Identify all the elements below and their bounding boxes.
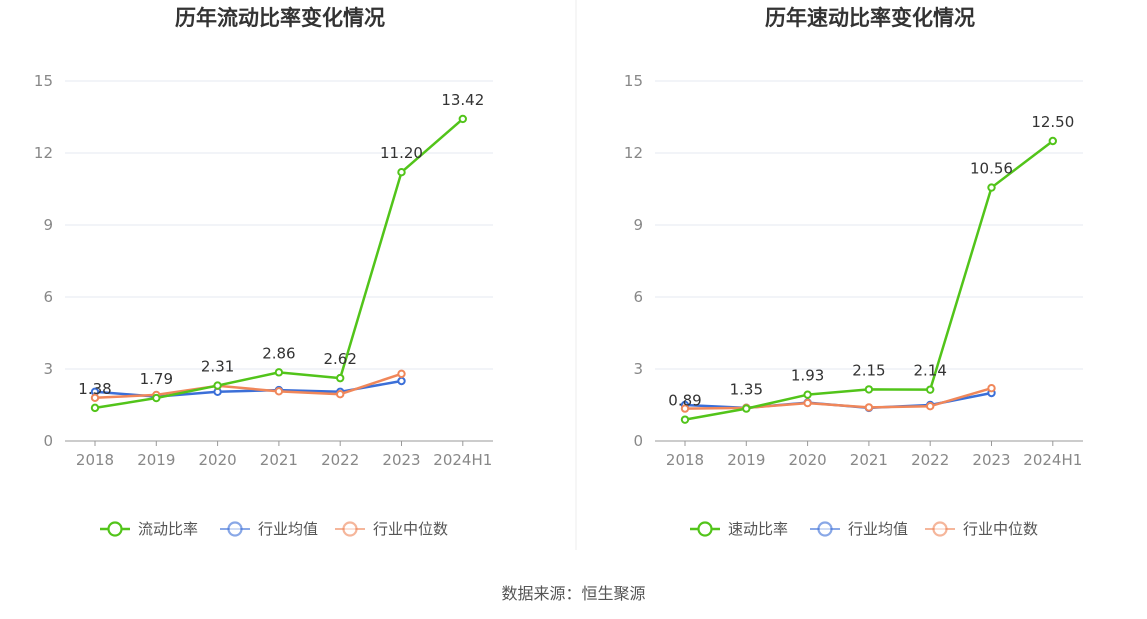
data-point [803,390,812,399]
x-tick-label: 2019 [727,451,765,469]
y-tick-label: 12 [34,144,53,162]
data-point [397,168,406,177]
data-label: 12.50 [1031,113,1074,131]
data-label: 1.38 [78,380,111,398]
data-point [397,376,406,386]
data-point [274,368,284,377]
data-label: 1.35 [730,381,763,399]
legend-marker [817,521,833,537]
data-point [680,404,690,413]
series-line [684,387,992,410]
data-point [680,415,690,424]
y-tick-label: 6 [633,288,643,306]
chart-title: 历年流动比率变化情况 [175,6,385,30]
x-tick-label: 2023 [972,451,1010,469]
legend-label: 流动比率 [138,520,198,538]
legend-item[interactable]: 行业均值 [220,520,318,538]
legend-marker [932,521,948,537]
y-tick-label: 9 [43,216,53,234]
data-point [274,387,284,396]
data-label: 2.14 [913,362,946,380]
legend-label: 行业均值 [848,520,908,538]
data-point [213,381,222,390]
y-tick-label: 0 [43,432,53,450]
series-line [94,372,402,400]
data-point [336,390,345,399]
legend-label: 行业中位数 [963,520,1038,538]
legend-item[interactable]: 行业中位数 [925,520,1038,538]
y-tick-label: 15 [34,72,53,90]
data-point [742,404,751,413]
chart-current-ratio: 历年流动比率变化情况 0 3 6 9 12 15 2018 2019 2020 2021 2022 20… [34,6,493,538]
legend-label: 行业中位数 [373,520,448,538]
legend-marker [227,521,243,537]
x-tick-label: 2023 [382,451,420,469]
x-tick-label: 2024H1 [433,451,492,469]
data-point [90,393,100,402]
data-label: 1.79 [140,370,173,388]
x-tick-label: 2019 [137,451,175,469]
chart-title: 历年速动比率变化情况 [765,6,975,30]
data-label: 1.93 [791,367,824,385]
data-label: 2.31 [201,358,234,376]
legend-item[interactable]: 流动比率 [100,520,198,538]
y-tick-label: 3 [43,360,53,378]
data-point [1048,136,1058,146]
data-label: 13.42 [441,91,484,109]
data-point [803,398,812,408]
data-point [90,403,100,413]
data-point [864,403,874,412]
data-point [987,384,996,393]
data-label: 2.15 [852,361,885,379]
x-tick-label: 2021 [850,451,888,469]
data-point [926,402,935,411]
data-point [397,369,406,378]
source-note: 数据来源：恒生聚源 [501,584,645,603]
x-tick-label: 2020 [789,451,827,469]
chart-quick-ratio: 历年速动比率变化情况 0 3 6 9 12 15 2018 2019 2020 2021 2022 20… [624,6,1083,538]
x-tick-label: 2021 [260,451,298,469]
legend-marker [107,521,123,537]
legend-marker [697,521,713,537]
data-label: 11.20 [380,144,423,162]
x-tick-label: 2020 [199,451,237,469]
data-point [458,114,467,124]
legend-label: 速动比率 [728,520,788,538]
x-tick-label: 2022 [911,451,949,469]
x-tick-label: 2024H1 [1023,451,1082,469]
data-label: 0.89 [668,392,701,410]
series-line [94,117,464,410]
data-label: 2.62 [323,350,356,368]
data-point [336,373,345,383]
legend-marker [342,521,358,537]
data-point [152,393,161,403]
data-point [987,183,996,192]
data-point [926,385,935,394]
x-tick-label: 2018 [76,451,114,469]
y-tick-label: 9 [633,216,643,234]
legend-item[interactable]: 行业均值 [810,520,908,538]
legend-item[interactable]: 速动比率 [690,520,788,538]
y-tick-label: 12 [624,144,643,162]
y-tick-label: 6 [43,288,53,306]
y-tick-label: 0 [633,432,643,450]
x-tick-label: 2018 [666,451,704,469]
y-tick-label: 3 [633,360,643,378]
x-tick-label: 2022 [321,451,359,469]
data-point [864,385,874,394]
data-label: 2.86 [262,344,295,362]
legend-label: 行业均值 [258,520,318,538]
y-tick-label: 15 [624,72,643,90]
legend-item[interactable]: 行业中位数 [335,520,448,538]
data-label: 10.56 [970,160,1013,178]
